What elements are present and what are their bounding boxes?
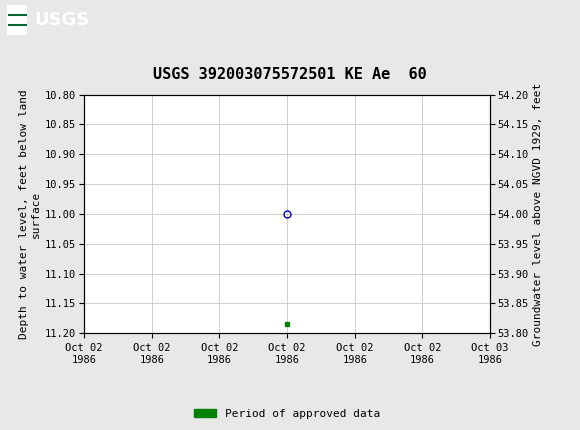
- Text: USGS 392003075572501 KE Ae  60: USGS 392003075572501 KE Ae 60: [153, 67, 427, 82]
- Y-axis label: Groundwater level above NGVD 1929, feet: Groundwater level above NGVD 1929, feet: [533, 82, 543, 346]
- Y-axis label: Depth to water level, feet below land
surface: Depth to water level, feet below land su…: [20, 89, 41, 339]
- Bar: [7, 5, 27, 35]
- Legend: Period of approved data: Period of approved data: [190, 404, 385, 423]
- Text: USGS: USGS: [35, 11, 90, 29]
